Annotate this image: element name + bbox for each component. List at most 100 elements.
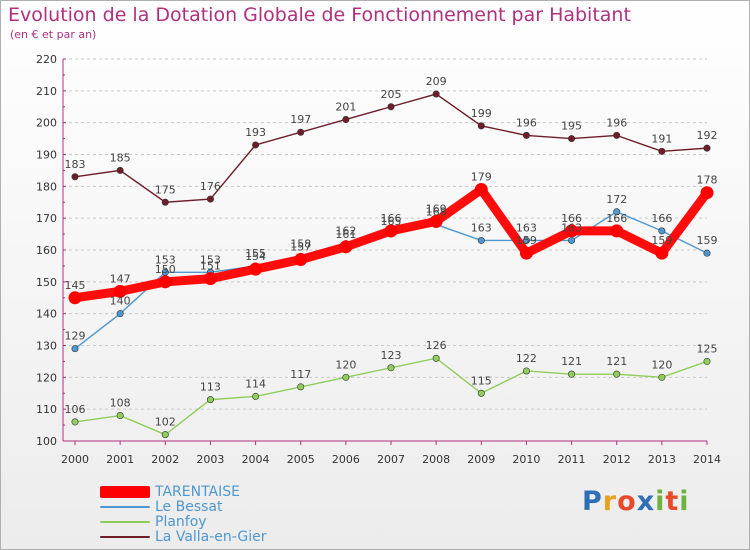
data-point-la-valla-en-gier <box>161 198 169 206</box>
data-point-le-bessat <box>477 236 485 244</box>
legend-label-tarentaise: TARENTAISE <box>155 484 240 500</box>
data-label-la-valla-en-gier: 196 <box>606 116 627 129</box>
data-label-la-valla-en-gier: 196 <box>516 116 537 129</box>
data-label-le-bessat: 163 <box>516 221 537 234</box>
x-tick-label: 2013 <box>648 453 676 466</box>
data-label-la-valla-en-gier: 183 <box>65 158 86 171</box>
data-point-la-valla-en-gier <box>71 173 79 181</box>
data-point-planfoy <box>613 370 621 378</box>
y-tick-label: 130 <box>36 340 57 353</box>
logo-letter: P <box>582 486 603 517</box>
y-tick-label: 190 <box>36 149 57 162</box>
data-label-planfoy: 121 <box>561 355 582 368</box>
data-point-planfoy <box>568 370 576 378</box>
y-tick-label: 160 <box>36 244 57 257</box>
data-point-la-valla-en-gier <box>568 135 576 143</box>
data-label-planfoy: 108 <box>110 397 131 410</box>
data-point-la-valla-en-gier <box>658 147 666 155</box>
data-label-planfoy: 120 <box>335 358 356 371</box>
data-point-le-bessat <box>613 208 621 216</box>
data-point-planfoy <box>342 373 350 381</box>
data-point-la-valla-en-gier <box>252 141 260 149</box>
x-tick-label: 2006 <box>332 453 360 466</box>
data-label-la-valla-en-gier: 176 <box>200 180 221 193</box>
data-point-tarentaise <box>249 262 263 276</box>
data-label-tarentaise: 145 <box>65 279 86 292</box>
y-tick-label: 110 <box>36 403 57 416</box>
data-label-tarentaise: 150 <box>155 263 176 276</box>
data-point-planfoy <box>71 418 79 426</box>
data-label-la-valla-en-gier: 205 <box>381 88 402 101</box>
data-label-le-bessat: 163 <box>561 221 582 234</box>
data-label-tarentaise: 166 <box>606 212 627 225</box>
data-label-tarentaise: 178 <box>697 174 718 187</box>
y-tick-label: 220 <box>36 53 57 66</box>
data-label-planfoy: 126 <box>426 339 447 352</box>
data-label-la-valla-en-gier: 175 <box>155 183 176 196</box>
data-label-tarentaise: 166 <box>561 212 582 225</box>
data-point-planfoy <box>432 354 440 362</box>
data-label-le-bessat: 155 <box>245 247 266 260</box>
data-label-tarentaise: 166 <box>381 212 402 225</box>
data-point-la-valla-en-gier <box>116 166 124 174</box>
data-point-planfoy <box>252 392 260 400</box>
data-point-la-valla-en-gier <box>703 144 711 152</box>
x-tick-label: 2001 <box>106 453 134 466</box>
x-tick-label: 2004 <box>242 453 270 466</box>
data-point-le-bessat <box>116 310 124 318</box>
legend-swatch-la-valla-en-gier <box>100 536 150 538</box>
legend-label-planfoy: Planfoy <box>155 514 207 530</box>
y-tick-label: 150 <box>36 276 57 289</box>
data-point-planfoy <box>116 412 124 420</box>
data-point-tarentaise <box>203 272 217 286</box>
data-label-planfoy: 113 <box>200 381 221 394</box>
data-label-le-bessat: 153 <box>200 253 221 266</box>
logo-letter: x <box>636 486 656 517</box>
x-tick-label: 2007 <box>377 453 405 466</box>
legend-swatch-le-bessat <box>100 506 150 508</box>
logo-letter: i <box>655 486 666 517</box>
data-point-tarentaise <box>655 246 669 260</box>
data-point-planfoy <box>658 373 666 381</box>
logo-letter: i <box>679 486 690 517</box>
data-label-tarentaise: 159 <box>516 234 537 247</box>
data-label-la-valla-en-gier: 199 <box>471 107 492 120</box>
data-point-tarentaise <box>339 240 353 254</box>
data-point-la-valla-en-gier <box>613 131 621 139</box>
x-tick-label: 2000 <box>61 453 89 466</box>
data-point-tarentaise <box>384 224 398 238</box>
data-point-le-bessat <box>703 249 711 257</box>
data-label-planfoy: 122 <box>516 352 537 365</box>
data-point-planfoy <box>522 367 530 375</box>
data-label-le-bessat: 158 <box>290 237 311 250</box>
data-point-tarentaise <box>294 253 308 267</box>
data-label-la-valla-en-gier: 209 <box>426 75 447 88</box>
data-point-tarentaise <box>474 183 488 197</box>
data-label-planfoy: 102 <box>155 416 176 429</box>
data-point-le-bessat <box>71 345 79 353</box>
data-label-tarentaise: 147 <box>110 272 131 285</box>
data-label-la-valla-en-gier: 197 <box>290 113 311 126</box>
y-tick-label: 170 <box>36 212 57 225</box>
chart-subtitle: (en € et par an) <box>10 28 97 41</box>
logo-letter: o <box>617 486 637 517</box>
data-label-le-bessat: 165 <box>381 215 402 228</box>
data-label-planfoy: 114 <box>245 377 266 390</box>
data-label-planfoy: 106 <box>65 403 86 416</box>
data-label-la-valla-en-gier: 193 <box>245 126 266 139</box>
data-label-le-bessat: 153 <box>155 253 176 266</box>
data-label-le-bessat: 163 <box>471 221 492 234</box>
data-point-tarentaise <box>113 284 127 298</box>
x-tick-label: 2008 <box>422 453 450 466</box>
x-tick-label: 2005 <box>287 453 315 466</box>
data-label-planfoy: 123 <box>381 349 402 362</box>
data-label-tarentaise: 159 <box>651 234 672 247</box>
data-label-planfoy: 117 <box>290 368 311 381</box>
data-point-la-valla-en-gier <box>206 195 214 203</box>
data-point-planfoy <box>161 431 169 439</box>
data-point-le-bessat <box>522 236 530 244</box>
data-label-tarentaise: 161 <box>335 228 356 241</box>
legend-swatch-planfoy <box>100 521 150 523</box>
y-tick-label: 200 <box>36 117 57 130</box>
